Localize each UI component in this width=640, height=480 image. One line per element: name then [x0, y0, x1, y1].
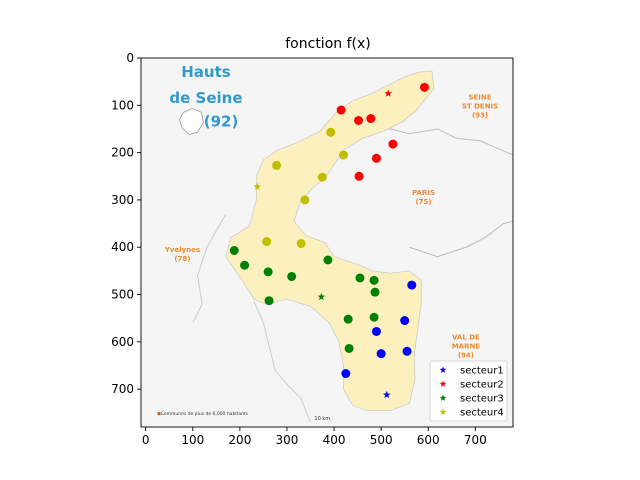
data-point-secteur1	[400, 316, 410, 326]
region-label: VAL DE	[452, 333, 480, 341]
data-point-secteur2	[366, 114, 376, 124]
legend-label-secteur4: secteur4	[460, 408, 504, 419]
legend-label-secteur3: secteur3	[460, 394, 504, 405]
x-tick-label: 400	[323, 433, 346, 447]
centroid-marker-secteur4	[253, 182, 262, 190]
data-point-secteur4	[296, 238, 306, 248]
y-tick-label: 500	[111, 288, 134, 302]
x-tick-label: 300	[276, 433, 299, 447]
data-point-secteur3	[343, 314, 353, 324]
region-label: (78)	[174, 255, 190, 263]
boundary-line	[253, 301, 311, 423]
legend-label-secteur2: secteur2	[460, 380, 504, 391]
data-point-secteur2	[371, 153, 381, 163]
legend: secteur1 secteur2 secteur3 secteur4	[429, 360, 508, 422]
data-point-secteur3	[229, 246, 239, 256]
data-point-secteur3	[369, 312, 379, 322]
legend-label-secteur1: secteur1	[460, 366, 504, 377]
france-silhouette-icon	[178, 107, 204, 135]
y-tick-label: 400	[111, 240, 134, 254]
y-tick-label: 700	[111, 382, 134, 396]
map-title-line1: Hauts	[181, 63, 231, 81]
x-tick-label: 200	[228, 433, 251, 447]
data-point-secteur3	[369, 275, 379, 285]
data-point-secteur2	[388, 139, 398, 149]
boundary-line	[409, 220, 513, 258]
boundary-line	[192, 213, 227, 324]
region-label: Yvelynes	[164, 246, 200, 254]
centroid-marker-secteur3	[317, 292, 326, 301]
data-point-secteur3	[264, 296, 274, 306]
data-point-secteur2	[336, 105, 346, 115]
map-title-number: (92)	[204, 113, 239, 131]
centroid-marker-secteur1	[383, 390, 391, 399]
data-point-secteur1	[376, 349, 386, 359]
map-footnote: Communes de plus de 6,000 habitants	[161, 411, 249, 417]
data-point-secteur2	[419, 82, 429, 92]
axes: 0 100 200 300 400 500 600 700 0 100 200 300 400 500 60…	[111, 51, 514, 447]
y-tick-label: 600	[111, 335, 134, 349]
footnote-marker	[157, 412, 161, 416]
y-tick-label: 200	[111, 146, 134, 160]
data-point-secteur1	[407, 280, 417, 290]
data-point-secteur2	[354, 115, 364, 125]
centroid-marker-secteur2	[384, 89, 393, 97]
y-tick-label: 0	[126, 51, 134, 65]
region-label: (94)	[458, 351, 474, 359]
data-point-secteur1	[341, 369, 351, 379]
data-point-secteur3	[355, 273, 365, 283]
x-tick-label: 500	[370, 433, 393, 447]
legend-box	[429, 360, 508, 422]
region-label: MARNE	[452, 342, 481, 350]
x-tick-label: 600	[417, 433, 440, 447]
department-shape	[225, 70, 435, 411]
data-point-secteur3	[323, 255, 333, 265]
legend-marker-secteur4	[439, 408, 447, 415]
chart-title: fonction f(x)	[285, 36, 370, 52]
data-point-secteur2	[354, 171, 364, 181]
data-point-secteur1	[371, 326, 381, 336]
region-label: ST DENIS	[462, 103, 498, 111]
data-point-secteur3	[287, 272, 297, 282]
data-point-secteur3	[240, 260, 250, 270]
data-point-secteur1	[402, 346, 412, 356]
data-point-secteur4	[317, 172, 327, 182]
data-point-secteur4	[326, 127, 336, 137]
x-tick-label: 700	[464, 433, 487, 447]
region-label: (75)	[415, 198, 431, 206]
x-tick-label: 0	[142, 433, 150, 447]
x-tick-label: 100	[181, 433, 204, 447]
map-scale-label: 10 km	[314, 416, 330, 422]
map-title-line2: de Seine	[169, 89, 242, 107]
y-tick-label: 100	[111, 98, 134, 112]
region-label: SEINE	[468, 94, 491, 102]
data-point-secteur3	[263, 267, 273, 277]
legend-marker-secteur2	[439, 380, 447, 387]
data-point-secteur3	[370, 287, 380, 297]
data-point-secteur3	[344, 343, 354, 353]
data-point-secteur4	[262, 237, 272, 247]
data-point-secteur4	[338, 150, 348, 160]
legend-marker-secteur1	[439, 366, 447, 373]
y-tick-label: 300	[111, 193, 134, 207]
data-point-secteur4	[300, 195, 310, 205]
legend-marker-secteur3	[439, 394, 447, 401]
region-label: PARIS	[412, 189, 435, 197]
data-point-secteur4	[272, 160, 282, 170]
axes-frame	[140, 57, 514, 428]
region-label: (93)	[472, 112, 488, 120]
